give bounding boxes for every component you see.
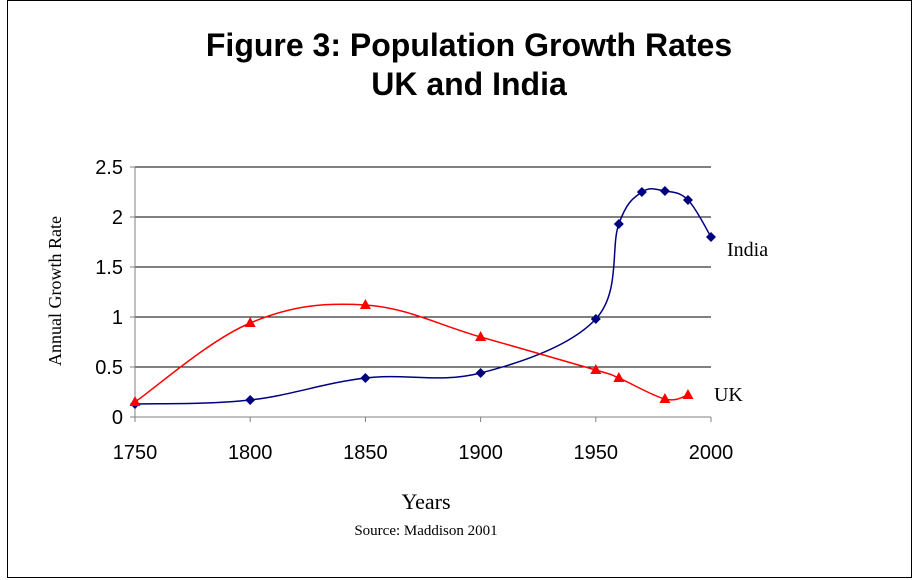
x-tick-label: 1900 bbox=[458, 442, 503, 464]
data-point-uk bbox=[359, 299, 371, 309]
series-markers bbox=[129, 186, 716, 409]
data-point-india bbox=[659, 186, 670, 196]
data-point-uk bbox=[244, 317, 256, 327]
y-tick-label: 1 bbox=[112, 307, 123, 329]
data-point-india bbox=[360, 373, 371, 383]
axes bbox=[130, 166, 712, 422]
series-labels: India UK bbox=[714, 239, 768, 406]
data-point-india bbox=[475, 368, 486, 378]
data-point-uk bbox=[475, 331, 487, 341]
x-tick-label: 1950 bbox=[574, 442, 619, 464]
data-point-india bbox=[613, 219, 624, 229]
data-point-india bbox=[245, 395, 256, 405]
y-tick-label: 1.5 bbox=[95, 257, 123, 279]
chart-title: Figure 3: Population Growth Rates bbox=[206, 27, 732, 63]
data-point-india bbox=[706, 232, 716, 242]
chart-frame: Figure 3: Population Growth Rates UK and… bbox=[7, 0, 912, 578]
x-tick-label: 2000 bbox=[689, 442, 734, 464]
data-point-uk bbox=[682, 389, 694, 399]
x-tick-label: 1750 bbox=[113, 442, 158, 464]
series-lines bbox=[134, 187, 712, 405]
data-point-india bbox=[590, 314, 601, 324]
y-tick-label: 2 bbox=[112, 207, 123, 229]
line-chart: Figure 3: Population Growth Rates UK and… bbox=[45, 27, 768, 539]
x-tick-label: 1850 bbox=[343, 442, 388, 464]
data-point-uk bbox=[613, 372, 625, 382]
y-tick-label: 0 bbox=[112, 407, 123, 429]
data-point-uk bbox=[129, 396, 141, 406]
data-point-india bbox=[636, 187, 647, 197]
series-label-india: India bbox=[727, 239, 768, 261]
series-label-uk: UK bbox=[714, 384, 743, 406]
x-tick-labels: 1750 1800 1850 1900 1950 2000 bbox=[113, 442, 734, 464]
y-tick-labels: 0 0.5 1 1.5 2 2.5 bbox=[95, 157, 123, 429]
data-point-uk bbox=[659, 393, 671, 403]
y-axis-label: Annual Growth Rate bbox=[45, 216, 65, 366]
series-line-india bbox=[134, 187, 712, 405]
source-note: Source: Maddison 2001 bbox=[354, 523, 497, 539]
data-point-uk bbox=[590, 364, 602, 374]
data-point-india bbox=[682, 195, 693, 205]
x-axis-label: Years bbox=[401, 489, 450, 514]
y-tick-label: 2.5 bbox=[95, 157, 123, 179]
y-tick-label: 0.5 bbox=[95, 357, 123, 379]
x-tick-label: 1800 bbox=[228, 442, 273, 464]
gridlines bbox=[135, 166, 711, 368]
series-line-uk bbox=[134, 303, 689, 403]
chart-subtitle: UK and India bbox=[371, 66, 567, 102]
